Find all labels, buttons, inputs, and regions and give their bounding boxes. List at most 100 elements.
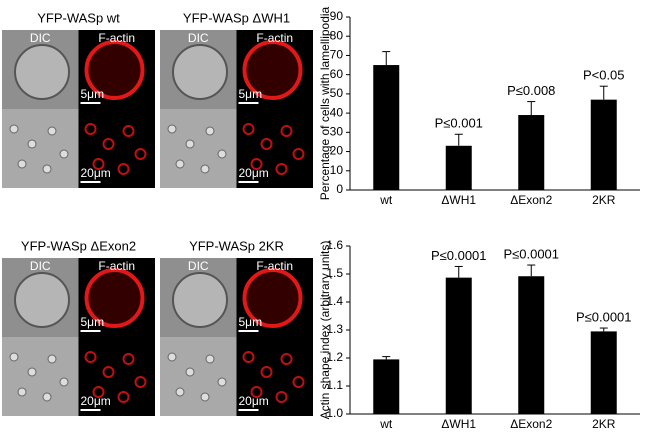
scale-label: 5μm [239, 315, 263, 329]
y-tick-label: 40 [330, 105, 344, 119]
small-cell [17, 387, 27, 397]
bar [590, 331, 617, 414]
small-cell [9, 352, 19, 362]
cell [14, 272, 70, 328]
y-tick-label: 10 [330, 163, 344, 177]
y-tick-label: 1.4 [326, 294, 343, 308]
dic-field [2, 109, 79, 188]
small-cell [9, 124, 19, 134]
label: F-actin [98, 259, 135, 273]
y-tick-label: 30 [330, 125, 344, 139]
small-cell [200, 392, 210, 402]
small-cell-actin [122, 353, 135, 365]
y-tick-label: 0 [336, 182, 343, 196]
x-tick-label: 2KR [592, 193, 616, 207]
small-cell-actin [102, 366, 115, 378]
small-cell-actin [92, 158, 105, 170]
small-cell [217, 149, 227, 159]
small-cell-actin [292, 376, 305, 388]
small-cell-actin [292, 148, 305, 160]
x-tick-label: ΔWH1 [441, 417, 476, 431]
small-cell-actin [134, 148, 147, 160]
label: DIC [188, 259, 209, 273]
small-cell [185, 367, 195, 377]
small-cell [167, 124, 177, 134]
small-cell-actin [275, 163, 288, 175]
small-cell-actin [92, 386, 105, 398]
bar [518, 115, 545, 190]
y-tick-label: 80 [330, 28, 344, 42]
small-cell [175, 387, 185, 397]
x-tick-label: ΔExon2 [510, 193, 552, 207]
scale-label: 5μm [81, 315, 105, 329]
annotation: P≤0.0001 [503, 246, 559, 261]
small-cell-actin [280, 125, 293, 137]
cell-actin [84, 40, 145, 100]
cell [172, 44, 228, 100]
small-cell [167, 352, 177, 362]
scale-label: 20μm [239, 166, 269, 180]
small-cell-actin [117, 163, 130, 175]
annotation: P<0.05 [583, 68, 625, 83]
small-cell [200, 164, 210, 174]
small-cell-actin [84, 351, 97, 363]
annotation: P≤0.0001 [576, 309, 632, 324]
annotation: P≤0.001 [435, 116, 483, 131]
y-tick-label: 50 [330, 86, 344, 100]
small-cell-actin [250, 386, 263, 398]
x-tick-label: ΔExon2 [510, 417, 552, 431]
small-cell-actin [242, 123, 255, 135]
small-cell-actin [275, 391, 288, 403]
label: F-actin [256, 259, 293, 273]
cell [14, 44, 70, 100]
small-cell [27, 367, 37, 377]
x-tick-label: 2KR [592, 417, 616, 431]
small-cell-actin [134, 376, 147, 388]
dic-field [160, 109, 237, 188]
y-tick-label: 90 [330, 9, 344, 23]
x-tick-label: wt [379, 417, 393, 431]
small-cell-actin [122, 125, 135, 137]
label: DIC [30, 259, 51, 273]
label: DIC [188, 31, 209, 45]
bar [518, 276, 545, 414]
annotation: P≤0.0001 [431, 248, 487, 263]
small-cell-actin [260, 366, 273, 378]
annotation: P≤0.008 [507, 83, 555, 98]
dic-field [2, 337, 79, 416]
bar [373, 65, 400, 190]
small-cell-actin [280, 353, 293, 365]
small-cell-actin [84, 123, 97, 135]
scale-label: 5μm [239, 87, 263, 101]
small-cell [205, 126, 215, 136]
small-cell [17, 159, 27, 169]
panel-title: YFP-WASp 2KR [189, 238, 284, 253]
small-cell [42, 164, 52, 174]
y-axis-label: Actin shape index (arbitrary units) [318, 241, 332, 420]
label: F-actin [256, 31, 293, 45]
dic-field [160, 337, 237, 416]
cell-actin [84, 268, 145, 328]
scale-label: 20μm [81, 166, 111, 180]
x-tick-label: wt [379, 193, 393, 207]
y-tick-label: 1.0 [326, 406, 343, 420]
scale-label: 5μm [81, 87, 105, 101]
cell [172, 272, 228, 328]
small-cell-actin [102, 138, 115, 150]
y-tick-label: 20 [330, 144, 344, 158]
small-cell-actin [260, 138, 273, 150]
y-tick-label: 70 [330, 48, 344, 62]
bar [373, 359, 400, 414]
y-tick-label: 1.2 [326, 350, 343, 364]
scale-label: 20μm [239, 394, 269, 408]
small-cell-actin [242, 351, 255, 363]
small-cell [59, 377, 69, 387]
panel-title: YFP-WASp ΔWH1 [183, 10, 290, 25]
y-tick-label: 1.5 [326, 266, 343, 280]
y-tick-label: 1.6 [326, 238, 343, 252]
scale-label: 20μm [81, 394, 111, 408]
y-tick-label: 60 [330, 67, 344, 81]
small-cell [42, 392, 52, 402]
small-cell [27, 139, 37, 149]
